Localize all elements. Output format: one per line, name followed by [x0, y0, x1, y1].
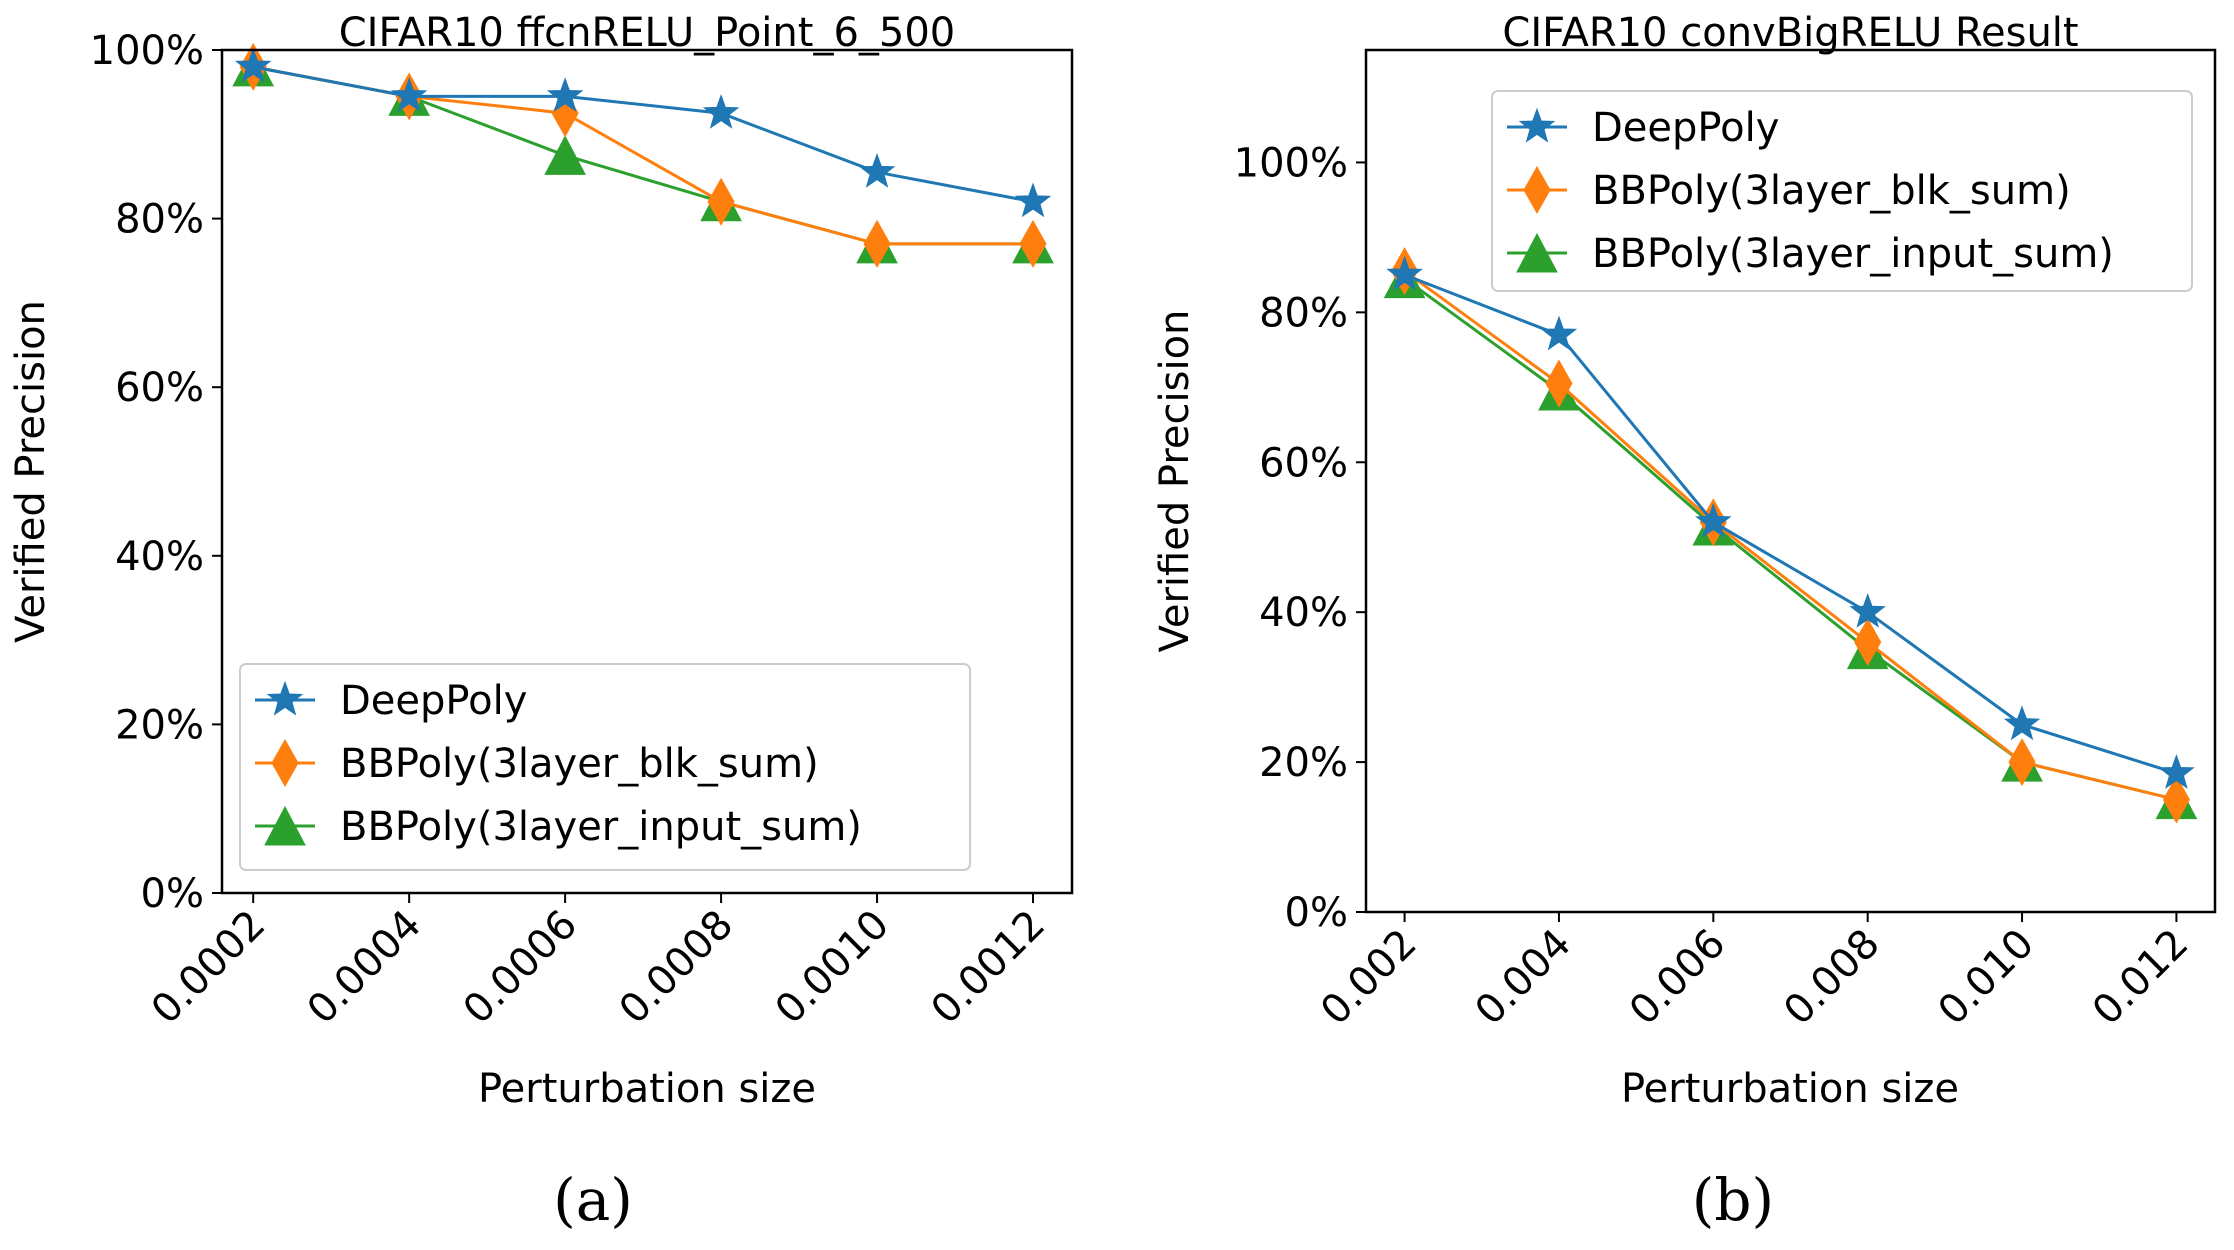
legend-marker [266, 680, 304, 716]
legend-marker [271, 738, 299, 788]
y-axis-label: Verified Precision [8, 300, 54, 643]
plot-frame [1364, 48, 2217, 914]
data-point [1019, 219, 1047, 268]
y-tick-label: 0% [1285, 890, 1348, 936]
data-point [702, 93, 740, 129]
plot-frame [220, 48, 1074, 895]
data-point [858, 153, 896, 188]
legend-label: BBPoly(3layer_blk_sum) [340, 741, 819, 787]
data-point [1540, 315, 1578, 351]
chart-title: CIFAR10 ffcnRELU_Point_6_500 [339, 10, 955, 56]
legend-marker [264, 805, 306, 846]
data-point [2008, 738, 2036, 787]
y-tick-label: 100% [1234, 140, 1348, 186]
data-point [2003, 705, 2041, 741]
chart-title: CIFAR10 convBigRELU Result [1502, 10, 2078, 56]
data-point [1849, 593, 1886, 628]
y-tick-label: 40% [115, 534, 204, 580]
x-tick-label: 0.0004 [299, 902, 430, 1033]
legend-label: BBPoly(3layer_input_sum) [1592, 231, 2114, 277]
legend-box [239, 663, 971, 871]
x-tick-label: 0.010 [1930, 921, 2044, 1035]
x-tick-label: 0.0010 [767, 902, 898, 1033]
y-tick-label: 0% [141, 871, 204, 917]
data-point [1014, 182, 1052, 218]
chart-a: CIFAR10 ffcnRELU_Point_6_500 0% 20% 40% 60% 8… [8, 10, 1074, 1234]
legend-marker [1516, 232, 1558, 273]
y-tick-label: 20% [115, 702, 204, 748]
data-point [1695, 502, 1732, 538]
data-point [707, 177, 735, 226]
x-tick-label: 0.002 [1312, 921, 1426, 1035]
data-point [2158, 754, 2195, 789]
y-tick-label: 40% [1259, 590, 1348, 636]
legend-label: BBPoly(3layer_blk_sum) [1592, 168, 2071, 214]
legend-label: DeepPoly [340, 678, 527, 724]
y-tick-label: 20% [1259, 740, 1348, 786]
data-point [1545, 359, 1573, 408]
data-point [390, 77, 428, 112]
x-tick-label: 0.004 [1467, 921, 1581, 1035]
figure-caption: (b) [1692, 1166, 1774, 1234]
series-line [1403, 269, 2177, 802]
x-tick-label: 0.0002 [143, 902, 274, 1033]
y-tick-label: 80% [1259, 290, 1348, 336]
series-line [252, 65, 1033, 246]
y-tick-label: 100% [90, 28, 204, 74]
data-point [546, 77, 584, 112]
series-line [252, 65, 1033, 246]
y-tick-label: 60% [1259, 440, 1348, 486]
legend-label: DeepPoly [1592, 105, 1779, 151]
legend-box [1491, 90, 2193, 292]
chart-b: CIFAR10 convBigRELU Result 0% 20% 40% 60% 80%… [1152, 10, 2217, 1234]
data-point [1386, 255, 1423, 291]
legend-marker [1518, 107, 1556, 143]
data-point [2162, 775, 2190, 824]
x-axis-label: Perturbation size [1621, 1066, 1959, 1112]
legend-marker [1523, 165, 1551, 215]
data-point [234, 47, 272, 83]
y-tick-label: 60% [115, 365, 204, 411]
series-line [1404, 273, 2177, 775]
series-line [252, 65, 1034, 204]
x-tick-label: 0.006 [1621, 921, 1735, 1035]
y-tick-label: 80% [115, 197, 204, 243]
x-axis-label: Perturbation size [478, 1066, 816, 1112]
figure-caption: (a) [553, 1166, 633, 1234]
x-tick-label: 0.0006 [455, 902, 586, 1033]
x-tick-label: 0.0008 [611, 902, 742, 1033]
data-point [1854, 618, 1882, 667]
y-axis-label: Verified Precision [1152, 310, 1198, 653]
data-point [544, 135, 586, 175]
data-point [863, 219, 891, 268]
legend-label: BBPoly(3layer_input_sum) [340, 804, 862, 850]
x-tick-label: 0.012 [2084, 921, 2198, 1035]
x-tick-label: 0.0012 [923, 902, 1054, 1033]
x-tick-label: 0.008 [1775, 921, 1889, 1035]
